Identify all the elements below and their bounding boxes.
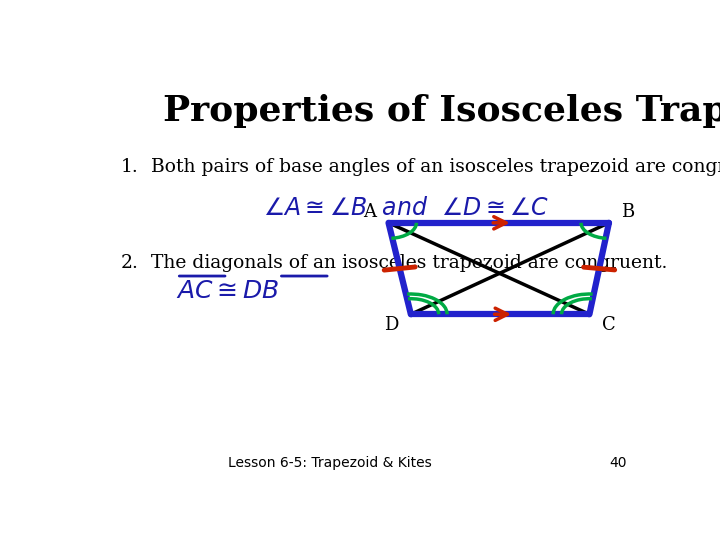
Text: $AC \cong DB$: $AC \cong DB$ [176, 279, 280, 303]
Text: 40: 40 [609, 456, 626, 470]
Text: A: A [364, 202, 377, 221]
Text: D: D [384, 316, 399, 334]
Text: $\angle A \cong \angle B$  $and$  $\angle D \cong \angle C$: $\angle A \cong \angle B$ $and$ $\angle … [263, 196, 549, 220]
Text: B: B [621, 202, 634, 221]
Text: 2.: 2. [121, 254, 138, 272]
Text: Properties of Isosceles Trapezoid: Properties of Isosceles Trapezoid [163, 94, 720, 128]
Text: Lesson 6-5: Trapezoid & Kites: Lesson 6-5: Trapezoid & Kites [228, 456, 432, 470]
Text: Both pairs of base angles of an isosceles trapezoid are congruent.: Both pairs of base angles of an isoscele… [151, 158, 720, 177]
Text: C: C [602, 316, 616, 334]
Text: 1.: 1. [121, 158, 138, 177]
Text: The diagonals of an isosceles trapezoid are congruent.: The diagonals of an isosceles trapezoid … [151, 254, 667, 272]
